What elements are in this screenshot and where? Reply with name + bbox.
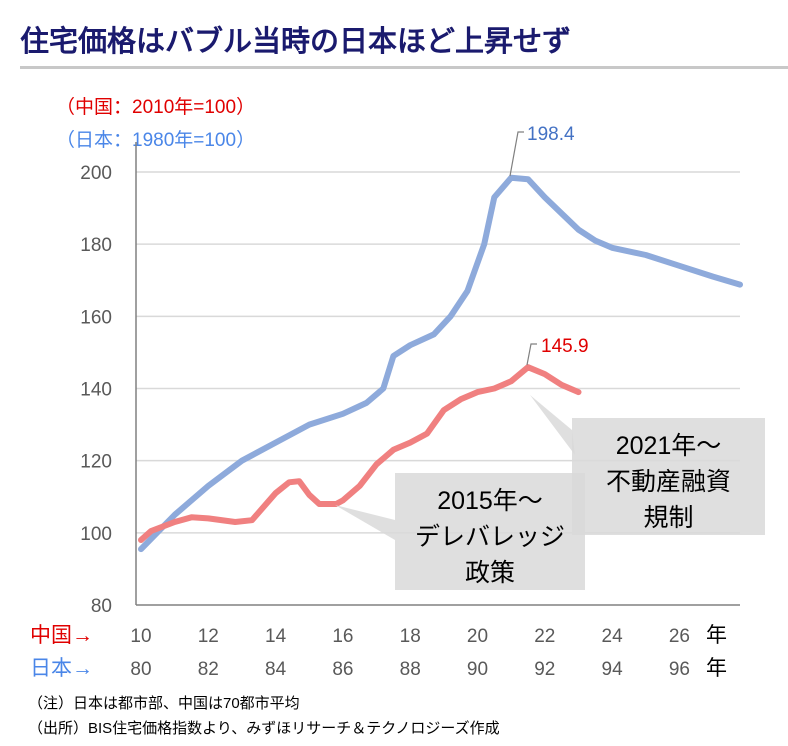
x-tick-label: 20 bbox=[467, 626, 488, 647]
x-tick-label: 12 bbox=[198, 626, 219, 647]
y-tick-label: 180 bbox=[80, 235, 112, 256]
leader-line bbox=[509, 131, 524, 177]
china-index-label: （中国：2010年=100） bbox=[56, 97, 256, 118]
y-tick-label: 200 bbox=[80, 163, 112, 184]
callout-2021-text: 規制 bbox=[643, 504, 693, 532]
y-tick-label: 160 bbox=[80, 307, 112, 328]
x-tick-label: 22 bbox=[534, 626, 555, 647]
callout-2015-text: デレバレッジ bbox=[415, 523, 565, 551]
callout-2021-pointer bbox=[530, 395, 575, 455]
page-title: 住宅価格はバブル当時の日本ほど上昇せず bbox=[20, 26, 572, 58]
x-tick-label: 84 bbox=[265, 659, 287, 680]
callout-2015-text: 2015年～ bbox=[437, 487, 543, 515]
x-tick-label: 90 bbox=[467, 659, 488, 680]
callout-2021-text: 2021年～ bbox=[616, 432, 722, 460]
japan-index-label: （日本：1980年=100） bbox=[56, 130, 256, 151]
x-row-label: 日本→ bbox=[30, 657, 93, 680]
y-tick-label: 80 bbox=[91, 596, 112, 617]
x-tick-label: 18 bbox=[400, 626, 421, 647]
leader-line bbox=[526, 343, 537, 366]
x-tick-label: 16 bbox=[332, 626, 353, 647]
x-tick-label: 80 bbox=[130, 659, 151, 680]
x-tick-label: 26 bbox=[669, 626, 690, 647]
x-tick-label: 14 bbox=[265, 626, 287, 647]
y-tick-label: 100 bbox=[80, 524, 112, 545]
y-tick-label: 120 bbox=[80, 452, 112, 473]
x-tick-label: 92 bbox=[534, 659, 555, 680]
x-unit-label: 年 bbox=[706, 657, 727, 680]
series-line-japan bbox=[138, 174, 743, 553]
series-line-china bbox=[138, 364, 582, 543]
peak-label-japan: 198.4 bbox=[527, 124, 575, 145]
source: （出所）BIS住宅価格指数より、みずほリサーチ＆テクノロジーズ作成 bbox=[28, 720, 500, 737]
x-tick-label: 82 bbox=[198, 659, 219, 680]
x-tick-label: 96 bbox=[669, 659, 690, 680]
callout-2015-text: 政策 bbox=[465, 559, 515, 587]
callout-2021-box bbox=[572, 418, 765, 535]
title-divider bbox=[20, 66, 788, 69]
x-tick-label: 86 bbox=[332, 659, 353, 680]
callout-2021-text: 不動産融資 bbox=[606, 468, 731, 496]
x-row-label: 中国→ bbox=[30, 624, 93, 647]
x-tick-label: 94 bbox=[602, 659, 624, 680]
peak-label-china: 145.9 bbox=[541, 336, 589, 357]
x-tick-label: 10 bbox=[130, 626, 151, 647]
y-tick-label: 140 bbox=[80, 380, 112, 401]
callout-2015-box bbox=[335, 473, 585, 590]
note: （注）日本は都市部、中国は70都市平均 bbox=[28, 695, 300, 712]
x-tick-label: 24 bbox=[602, 626, 624, 647]
x-unit-label: 年 bbox=[706, 624, 727, 647]
x-tick-label: 88 bbox=[400, 659, 421, 680]
